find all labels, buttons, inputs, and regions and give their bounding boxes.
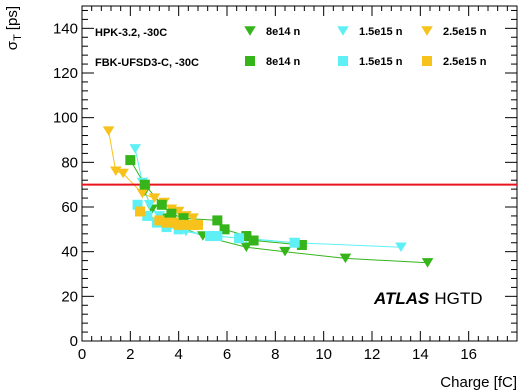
plot-frame: [81, 5, 518, 342]
x-axis-label: Charge [fC]: [440, 374, 517, 391]
atlas-label-bold: ATLAS: [373, 289, 430, 308]
data-point-triangle: [148, 193, 161, 203]
legend: HPK-3.2, -30C FBK-UFSD3-C, -30C 8e14 n 1.…: [95, 26, 487, 69]
y-tick-label: 20: [61, 288, 78, 305]
legend-marker: [244, 26, 256, 36]
data-point-square: [139, 179, 150, 190]
legend-marker: [421, 26, 433, 36]
legend-marker: [337, 26, 349, 36]
data-point-triangle: [143, 200, 156, 210]
data-point-square: [132, 199, 143, 210]
data-point-square: [289, 237, 300, 248]
x-tick-label: 6: [223, 346, 231, 363]
atlas-label-plain: HGTD: [434, 289, 482, 308]
data-point-square: [180, 219, 191, 230]
legend-marker: [245, 56, 255, 66]
y-tick-label: 60: [61, 199, 78, 216]
data-point-triangle: [102, 126, 115, 136]
data-point-square: [212, 215, 223, 226]
x-tick-label: 2: [126, 346, 134, 363]
legend-label: 8e14 n: [266, 56, 301, 68]
x-tick-label: 8: [271, 346, 279, 363]
data-point-triangle: [279, 246, 291, 257]
y-axis-label-unit: [ps]: [4, 6, 21, 30]
x-tick-label: 16: [460, 346, 477, 363]
atlas-label: ATLAS HGTD: [373, 289, 483, 308]
data-points: [102, 126, 434, 268]
data-point-square: [173, 219, 184, 230]
legend-label: 2.5e15 n: [443, 56, 487, 68]
data-point-triangle: [395, 242, 407, 252]
x-tick-label: 14: [412, 346, 429, 363]
data-point-square: [135, 206, 145, 217]
data-point-square: [166, 208, 177, 219]
y-tick-label: 0: [70, 333, 78, 350]
y-tick-label: 140: [53, 20, 78, 37]
legend-group-hpk: HPK-3.2, -30C: [95, 27, 167, 39]
axis-ticks: [81, 6, 517, 342]
data-point-square: [125, 155, 136, 166]
data-point-square: [296, 239, 307, 250]
data-point-triangle: [187, 213, 199, 223]
data-point-triangle: [136, 188, 149, 199]
data-point-triangle: [129, 144, 141, 154]
y-axis-label: σT [ps]: [4, 6, 24, 50]
legend-label: 1.5e15 n: [359, 56, 403, 68]
legend-entries: 8e14 n 1.5e15 n 2.5e15 n 8e14 n 1.5e15 n 2.5e…: [244, 26, 487, 68]
data-point-square: [178, 213, 189, 224]
data-point-square: [234, 233, 245, 244]
y-tick-label: 100: [53, 110, 78, 127]
y-axis-label-sub: T: [12, 34, 24, 41]
legend-marker: [338, 56, 348, 66]
data-point-triangle: [421, 258, 434, 268]
data-point-square: [248, 235, 259, 246]
y-axis-label-main: σ: [4, 40, 21, 50]
plot-area: [81, 5, 518, 342]
data-point-square: [241, 231, 252, 242]
data-point-square: [161, 217, 172, 228]
data-point-square: [154, 215, 165, 226]
tick-labels: 0 2 4 6 8 10 12 14 16 0 20 40 60 80 100 120 140: [53, 20, 477, 363]
data-point-triangle: [117, 168, 129, 179]
legend-marker: [422, 56, 432, 66]
legend-group-fbk: FBK-UFSD3-C, -30C: [95, 57, 199, 69]
x-tick-label: 12: [364, 346, 381, 363]
y-tick-label: 80: [61, 154, 78, 171]
y-tick-label: 120: [53, 65, 78, 82]
x-tick-label: 4: [174, 346, 182, 363]
data-point-square: [142, 210, 153, 221]
data-point-square: [193, 219, 203, 230]
y-tick-label: 40: [61, 244, 78, 261]
data-point-square: [212, 231, 223, 242]
data-point-square: [219, 224, 230, 235]
data-point-square: [156, 199, 167, 210]
legend-label: 2.5e15 n: [443, 26, 487, 38]
x-tick-label: 10: [315, 346, 332, 363]
legend-label: 1.5e15 n: [359, 26, 403, 38]
data-point-triangle: [339, 253, 352, 264]
legend-label: 8e14 n: [266, 26, 301, 38]
x-tick-label: 0: [78, 346, 86, 363]
data-point-square: [205, 231, 216, 242]
